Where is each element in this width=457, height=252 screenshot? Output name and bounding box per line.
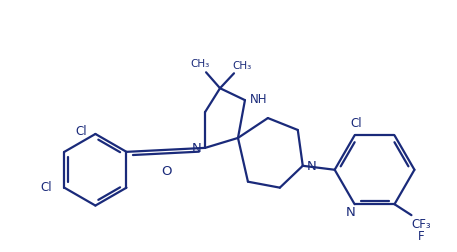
Text: Cl: Cl bbox=[351, 117, 362, 130]
Text: CH₃: CH₃ bbox=[232, 61, 252, 71]
Text: CH₃: CH₃ bbox=[191, 59, 210, 69]
Text: N: N bbox=[192, 142, 202, 155]
Text: N: N bbox=[307, 160, 317, 173]
Text: Cl: Cl bbox=[76, 125, 87, 138]
Text: CF₃: CF₃ bbox=[412, 217, 431, 231]
Text: O: O bbox=[161, 166, 172, 178]
Text: Cl: Cl bbox=[41, 181, 52, 194]
Text: NH: NH bbox=[250, 93, 268, 106]
Text: F: F bbox=[418, 230, 425, 242]
Text: N: N bbox=[346, 206, 356, 219]
